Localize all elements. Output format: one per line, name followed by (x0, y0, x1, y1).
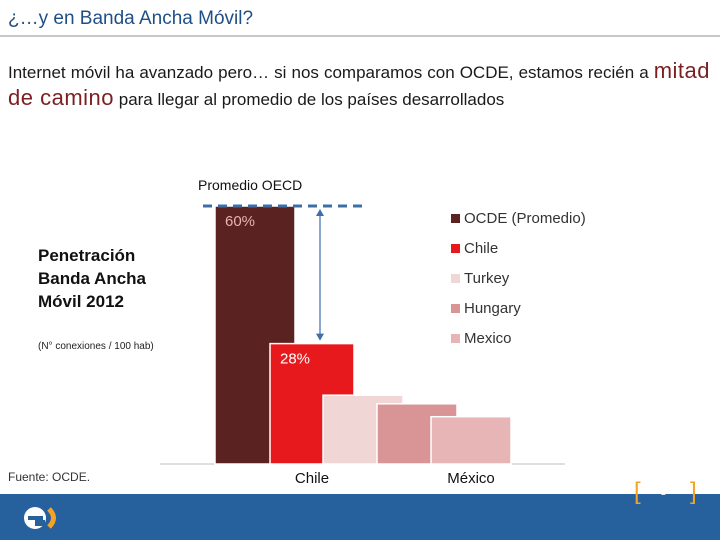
page-title: ¿…y en Banda Ancha Móvil? (8, 8, 254, 29)
bar-value-label-2: 28% (280, 351, 310, 368)
legend-label-1: OCDE (Promedio) (464, 210, 586, 227)
legend-swatch-2 (451, 244, 460, 253)
legend-swatch-5 (451, 334, 460, 343)
footer-bar (0, 494, 720, 540)
legend-swatch-4 (451, 304, 460, 313)
brand-logo-icon (24, 507, 56, 529)
oecd-average-label: Promedio OECD (198, 177, 303, 193)
bar-5 (430, 415, 512, 465)
legend-swatch-3 (451, 274, 460, 283)
page-bracket-right: ] (690, 478, 697, 505)
source-note: Fuente: OCDE. (8, 470, 91, 484)
page-number: 8 (660, 484, 667, 498)
legend-label-3: Turkey (464, 270, 510, 287)
x-tick-label-5: México (447, 470, 495, 487)
legend-label-5: Mexico (464, 330, 512, 347)
intro-text-start: Internet móvil ha avanzado pero… si nos … (8, 63, 654, 82)
chart-side-note: (N° conexiones / 100 hab) (38, 341, 154, 352)
title-divider (0, 35, 720, 37)
chart-side-title: Penetración Banda Ancha Móvil 2012 (38, 246, 147, 311)
legend-label-2: Chile (464, 240, 498, 257)
page-bracket-left: [ (634, 478, 641, 505)
gap-arrow-head-bottom (316, 333, 324, 341)
intro-paragraph: Internet móvil ha avanzado pero… si nos … (8, 58, 710, 112)
legend-label-4: Hungary (464, 300, 521, 317)
intro-text-end: para llegar al promedio de los países de… (114, 90, 505, 109)
bar-chart: 60% 28% Chile México OCDE (Promedio) Chile Tur… (160, 204, 586, 487)
x-tick-label-2: Chile (295, 470, 329, 487)
gap-arrow-head-top (316, 209, 324, 216)
bar-value-label-1: 60% (225, 213, 255, 230)
intro-emphasis: mitad de camino (8, 58, 710, 110)
legend-swatch-1 (451, 214, 460, 223)
